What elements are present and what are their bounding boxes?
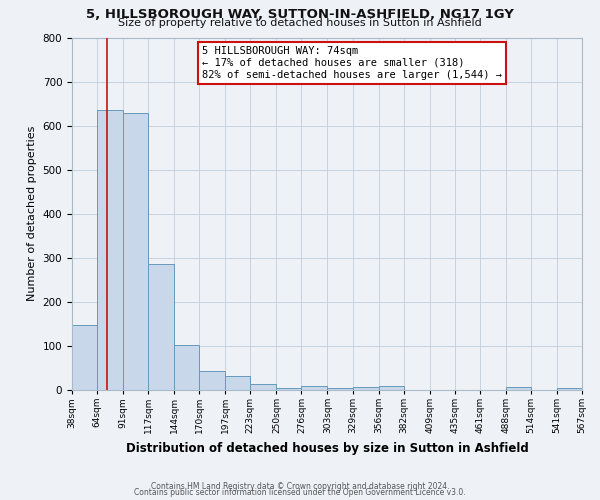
Bar [148,264,174,390]
Text: Contains public sector information licensed under the Open Government Licence v3: Contains public sector information licen… [134,488,466,497]
Bar [225,376,250,390]
Bar [506,387,531,390]
Bar [277,388,301,390]
Bar [353,388,379,390]
Bar [199,370,225,390]
Text: Contains HM Land Registry data © Crown copyright and database right 2024.: Contains HM Land Registry data © Crown c… [151,482,449,491]
Bar [328,388,353,390]
Bar [174,346,199,390]
Bar [379,386,404,390]
Bar [250,384,277,390]
Bar [123,114,148,390]
Bar [97,110,123,390]
Bar [301,386,328,390]
Text: 5, HILLSBOROUGH WAY, SUTTON-IN-ASHFIELD, NG17 1GY: 5, HILLSBOROUGH WAY, SUTTON-IN-ASHFIELD,… [86,8,514,20]
Bar [557,388,582,390]
Bar [72,325,97,390]
Y-axis label: Number of detached properties: Number of detached properties [27,126,37,302]
Text: Size of property relative to detached houses in Sutton in Ashfield: Size of property relative to detached ho… [118,18,482,28]
Text: 5 HILLSBOROUGH WAY: 74sqm
← 17% of detached houses are smaller (318)
82% of semi: 5 HILLSBOROUGH WAY: 74sqm ← 17% of detac… [202,46,502,80]
X-axis label: Distribution of detached houses by size in Sutton in Ashfield: Distribution of detached houses by size … [125,442,529,454]
